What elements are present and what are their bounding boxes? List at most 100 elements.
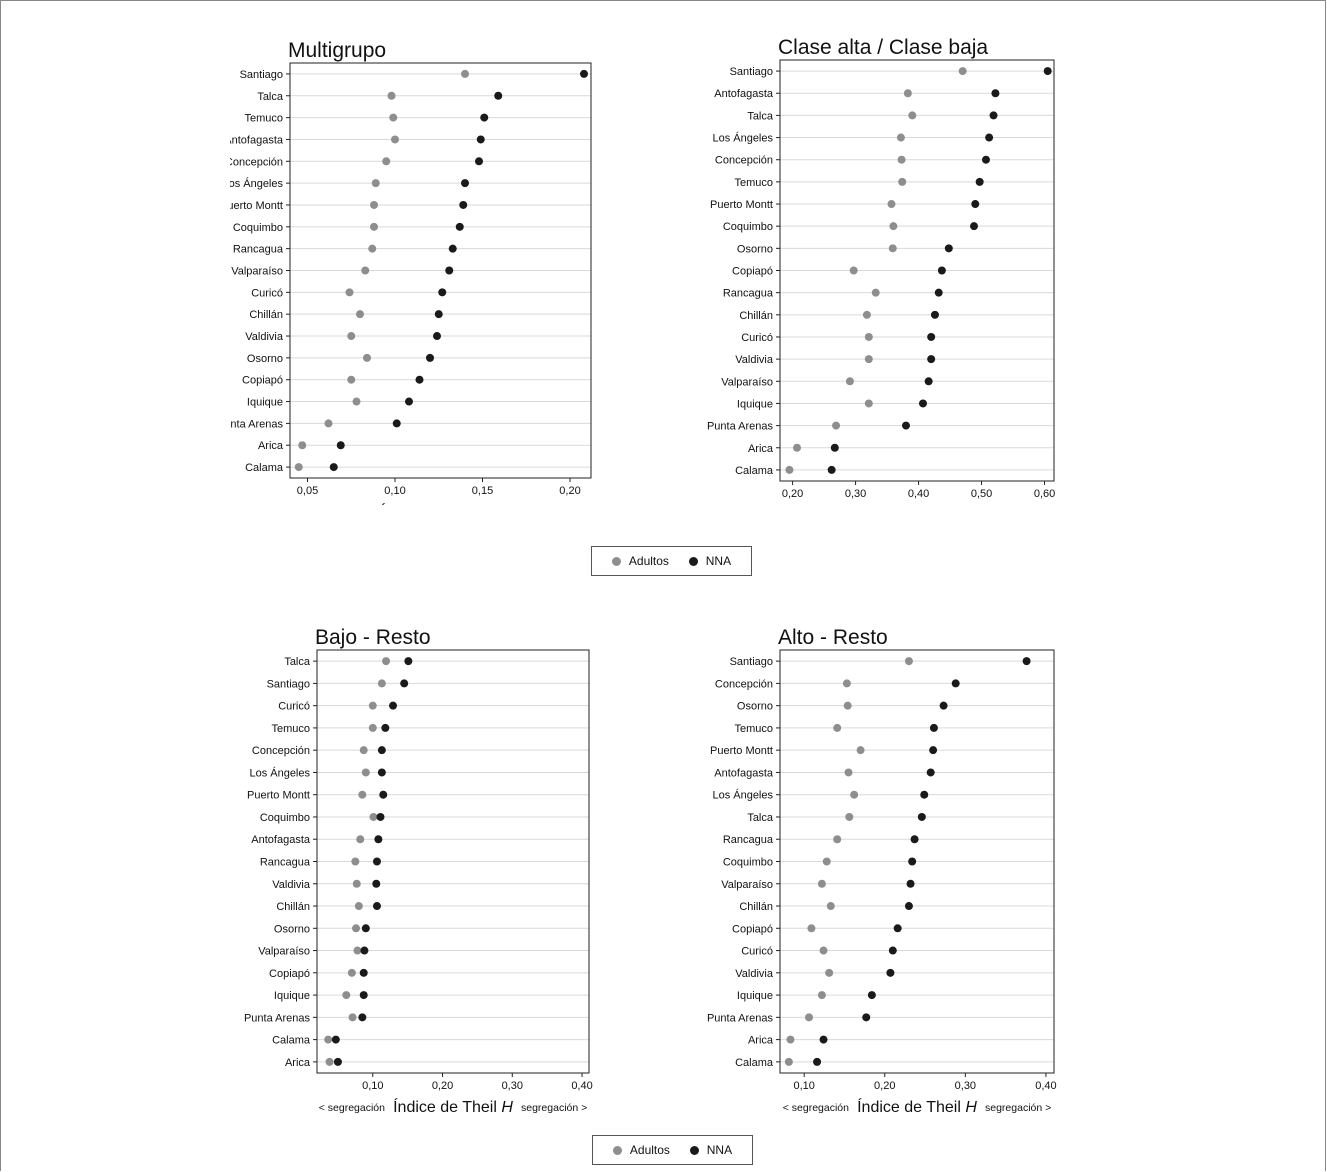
panel-title: Multigrupo [288, 39, 386, 62]
y-tick-label-curico: Curicó [741, 946, 773, 958]
point-adultos-rancagua [871, 288, 880, 297]
point-nna-temuco [975, 177, 984, 186]
x-tick-label: 0,30 [955, 1080, 976, 1092]
y-tick-label-arica: Arica [748, 1035, 774, 1047]
y-tick-label-santiago: Santiago [730, 656, 773, 668]
point-nna-antofagasta [991, 89, 1000, 98]
x-tick-label: 0,15 [472, 485, 493, 497]
point-adultos-concepcion [382, 157, 391, 166]
point-adultos-talca [908, 111, 917, 120]
y-tick-label-concepcion: Concepción [715, 678, 773, 690]
point-adultos-temuco [368, 723, 377, 732]
y-tick-label-valdivia: Valdivia [735, 354, 774, 366]
point-nna-arica [819, 1035, 828, 1044]
y-tick-label-valdivia: Valdivia [735, 968, 774, 980]
point-nna-punta-arenas [862, 1013, 871, 1022]
y-tick-label-valparaiso: Valparaíso [721, 879, 773, 891]
point-nna-valparaiso [445, 266, 454, 275]
point-nna-rancagua [934, 288, 943, 297]
point-nna-santiago [1043, 67, 1052, 76]
x-tick-label: 0,40 [908, 488, 929, 500]
right-note: segregación > [521, 1102, 587, 1113]
point-nna-coquimbo [908, 857, 917, 866]
legend-item-adultos: Adultos [612, 1143, 670, 1157]
legend-item-adultos: Adultos [611, 554, 669, 568]
y-tick-label-valdivia: Valdivia [272, 879, 311, 891]
point-adultos-valparaiso [361, 266, 370, 275]
y-tick-label-temuco: Temuco [244, 113, 283, 125]
y-tick-label-temuco: Temuco [271, 723, 310, 735]
y-tick-label-antofagasta: Antofagasta [251, 834, 311, 846]
point-adultos-coquimbo [369, 812, 378, 821]
y-tick-label-chillan: Chillán [249, 309, 283, 321]
y-tick-label-antofagasta: Antofagasta [230, 134, 284, 146]
point-adultos-punta-arenas [805, 1013, 814, 1022]
y-tick-label-santiago: Santiago [267, 678, 310, 690]
point-adultos-talca [387, 91, 396, 100]
point-adultos-antofagasta [391, 135, 399, 144]
point-nna-copiapo [893, 924, 902, 933]
y-tick-label-osorno: Osorno [737, 701, 773, 713]
adultos-dot-icon [611, 556, 621, 566]
point-nna-talca [494, 91, 503, 100]
point-adultos-concepcion [359, 746, 368, 755]
point-adultos-copiapo [347, 375, 356, 384]
y-tick-label-calama: Calama [735, 465, 774, 477]
point-adultos-valdivia [352, 879, 361, 888]
point-adultos-iquique [352, 397, 361, 406]
point-nna-iquique [867, 991, 876, 1000]
point-nna-osorno [426, 353, 434, 362]
y-tick-label-talca: Talca [257, 91, 284, 103]
left-note: < segregación [319, 1102, 385, 1113]
panel-clase-alta-clase-baja: Clase alta / Clase baja Santiago Antofagas… [707, 36, 1055, 500]
point-nna-puerto-montt [379, 790, 388, 799]
point-adultos-antofagasta [844, 768, 853, 777]
panel-title: Alto - Resto [778, 626, 888, 649]
point-adultos-punta-arenas [832, 421, 841, 430]
point-adultos-coquimbo [370, 222, 378, 231]
y-tick-label-valparaiso: Valparaíso [721, 376, 773, 388]
point-adultos-concepcion [842, 679, 851, 688]
point-adultos-valparaiso [845, 377, 854, 386]
plot-frame [316, 649, 590, 1074]
point-nna-chillan [434, 310, 443, 319]
point-adultos-copiapo [849, 266, 858, 275]
point-nna-iquique [359, 991, 368, 1000]
x-tick-label: 0,10 [362, 1080, 383, 1092]
y-tick-label-talca: Talca [747, 110, 774, 122]
legend-label-adultos: Adultos [628, 554, 669, 568]
x-axis-label-italic: H [501, 1099, 513, 1113]
point-adultos-calama [785, 465, 794, 474]
point-adultos-calama [324, 1035, 333, 1044]
point-nna-copiapo [415, 375, 424, 384]
y-tick-label-rancagua: Rancagua [260, 857, 311, 869]
plot-frame [779, 649, 1055, 1074]
legend-item-nna: NNA [688, 554, 731, 568]
point-adultos-curico [864, 332, 873, 341]
y-tick-label-concepcion: Concepción [252, 745, 310, 757]
point-nna-iquique [918, 399, 927, 408]
point-adultos-rancagua [351, 857, 360, 866]
y-tick-label-rancagua: Rancagua [723, 834, 774, 846]
point-nna-puerto-montt [459, 200, 468, 209]
x-axis-label-italic: H [489, 504, 501, 505]
x-tick-label: 0,50 [971, 488, 992, 500]
y-tick-label-chillan: Chillán [276, 901, 310, 913]
point-nna-concepcion [377, 746, 386, 755]
point-nna-calama [813, 1057, 822, 1066]
point-nna-copiapo [359, 968, 368, 977]
point-adultos-calama [294, 463, 303, 472]
point-adultos-calama [784, 1057, 793, 1066]
point-nna-valdivia [433, 332, 441, 341]
y-tick-label-punta-arenas: Punta Arenas [230, 418, 283, 430]
point-adultos-punta-arenas [348, 1013, 357, 1022]
point-adultos-osorno [352, 924, 361, 933]
point-adultos-osorno [363, 353, 371, 362]
point-adultos-puerto-montt [370, 200, 378, 209]
point-nna-curico [389, 701, 398, 710]
point-nna-rancagua [372, 857, 381, 866]
x-tick-label: 0,10 [384, 485, 405, 497]
y-tick-label-talca: Talca [747, 812, 774, 824]
point-nna-osorno [944, 244, 953, 253]
x-axis-label: Índice de Theil H [381, 502, 501, 505]
